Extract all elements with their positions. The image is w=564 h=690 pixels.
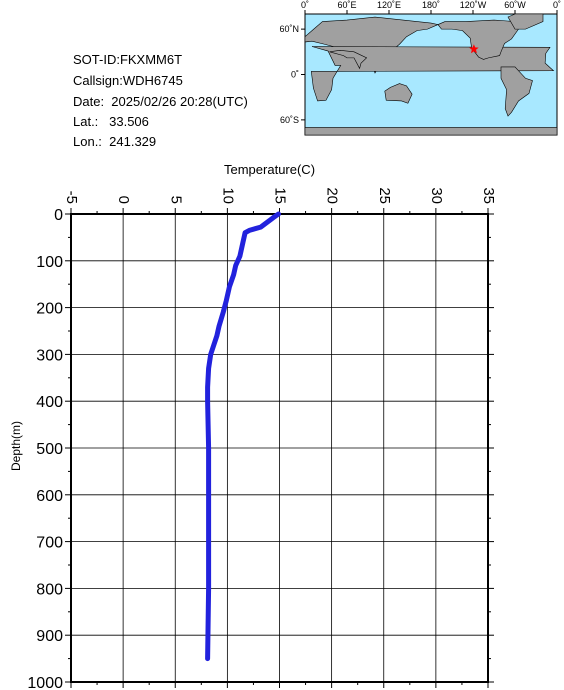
- y-axis-title: Depth(m): [9, 420, 23, 471]
- y-tick-label: 600: [36, 488, 63, 505]
- lon-text: Lon.: 241.329: [73, 134, 157, 149]
- sot-id-text: SOT-ID:FKXMM6T: [73, 52, 183, 67]
- y-tick-label: 0: [54, 207, 63, 224]
- location-marker-icon: [469, 44, 479, 54]
- location-map: 0˚ 60˚E 120˚E 180˚ 120˚W 60˚W 0˚ 60˚N 0˚ 60˚S: [279, 0, 561, 136]
- x-tick-label: -5: [63, 191, 80, 204]
- date-text: Date: 2025/02/26 20:28(UTC): [73, 94, 248, 109]
- y-tick-label: 900: [36, 628, 63, 645]
- map-landmass: [304, 127, 558, 136]
- y-tick-label: 100: [36, 254, 63, 271]
- map-lat-label: 60˚S: [280, 115, 299, 125]
- temperature-profile-line: [205, 211, 281, 662]
- y-tick-label: 400: [36, 394, 63, 411]
- map-lon-label: 0˚: [301, 0, 309, 10]
- y-tick-label: 700: [36, 535, 63, 552]
- x-tick-label: 5: [167, 196, 184, 204]
- map-landmass: [437, 19, 519, 60]
- map-landmass: [310, 46, 555, 102]
- x-tick-label: 35: [480, 187, 497, 204]
- x-axis-title: Temperature(C): [224, 162, 316, 177]
- y-tick-label: 200: [36, 301, 63, 318]
- map-lat-label: 60˚N: [279, 24, 299, 34]
- y-tick-label: 800: [36, 581, 63, 598]
- map-landmass: [507, 13, 544, 30]
- map-landmass: [329, 49, 368, 70]
- x-tick-label: 0: [115, 196, 132, 204]
- x-tick-label: 15: [272, 187, 289, 204]
- map-lon-label: 60˚W: [504, 0, 526, 10]
- y-tick-label: 500: [36, 441, 63, 458]
- x-tick-label: 20: [324, 187, 341, 204]
- map-landmass: [500, 66, 533, 117]
- map-lat-label: 0˚: [291, 70, 299, 80]
- map-lon-label: 120˚E: [377, 0, 401, 10]
- map-lon-label: 0˚: [553, 0, 561, 10]
- map-landmass: [384, 83, 413, 104]
- map-lon-label: 60˚E: [337, 0, 356, 10]
- callsign-text: Callsign:WDH6745: [73, 73, 183, 88]
- y-tick-label: 300: [36, 347, 63, 364]
- lat-text: Lat.: 33.506: [73, 114, 149, 129]
- x-tick-label: 25: [376, 187, 393, 204]
- x-tick-label: 30: [428, 187, 445, 204]
- x-tick-label: 10: [219, 187, 236, 204]
- y-tick-label: 1000: [27, 675, 63, 690]
- map-lon-label: 120˚W: [460, 0, 487, 10]
- map-lon-label: 180˚: [422, 0, 440, 10]
